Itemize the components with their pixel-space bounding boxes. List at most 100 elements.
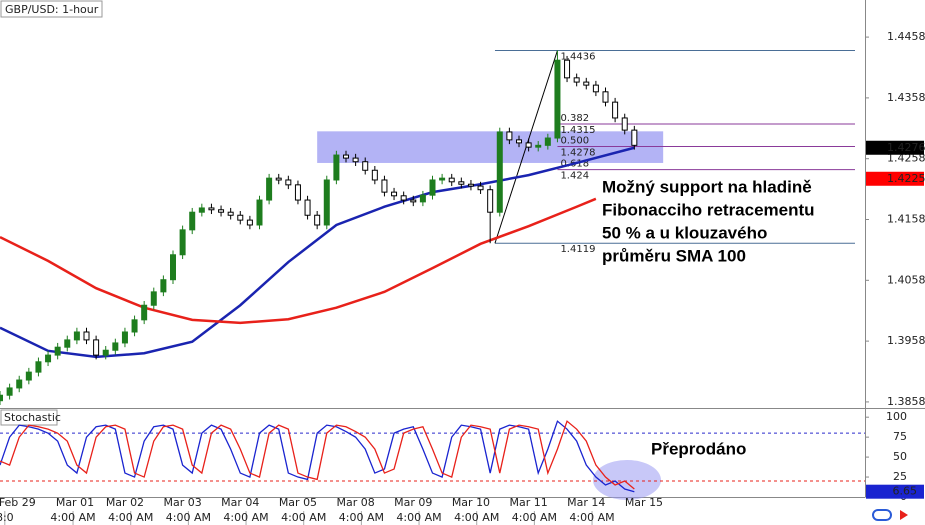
candle-body — [352, 157, 359, 163]
date-label: Mar 02 — [106, 496, 144, 509]
candle-body — [573, 77, 580, 83]
candle-body — [218, 209, 225, 213]
candle-body — [208, 207, 215, 211]
oversold-annotation: Přeprodáno — [651, 439, 746, 458]
y-tick-label: 75 — [893, 430, 907, 443]
x-tick-label: 4:00 AM — [108, 511, 153, 524]
chart-title: GBP/USD: 1-hour — [5, 3, 99, 16]
candle-body — [121, 331, 128, 344]
x-tick-label: 8:0 — [0, 511, 14, 524]
x-tick-label: 4:00 AM — [512, 511, 557, 524]
candle-body — [477, 185, 484, 191]
candle-body — [554, 59, 561, 139]
candle-body — [448, 177, 455, 183]
annotation-line: Fibonacciho retracementu — [602, 200, 815, 219]
candle-body — [458, 181, 465, 185]
x-tick-label: 4:00 AM — [223, 511, 268, 524]
date-label: Mar 14 — [567, 496, 605, 509]
candle-body — [6, 387, 13, 396]
y-tick-label: 1.4058 — [887, 273, 925, 286]
candle-body — [506, 131, 513, 141]
candle-body — [45, 354, 52, 363]
candle-body — [592, 84, 599, 93]
candle-body — [612, 101, 619, 119]
candle-body — [410, 199, 417, 203]
candle-body — [544, 137, 551, 146]
fib-price-label: 1.424 — [560, 171, 589, 182]
candle-body — [564, 59, 571, 79]
x-tick-label: 4:00 AM — [339, 511, 384, 524]
candle-body — [83, 331, 90, 341]
support-zone — [317, 131, 664, 163]
x-tick-label: 4:00 AM — [396, 511, 441, 524]
candle-body — [381, 179, 388, 193]
x-tick-label: 4:00 AM — [454, 511, 499, 524]
candle-body — [429, 179, 436, 196]
sma-line — [0, 197, 597, 325]
candle-body — [237, 214, 244, 221]
candle-body — [371, 169, 378, 181]
y-tick-label: 100 — [886, 410, 907, 423]
fib-price-label: 1.4278 — [560, 148, 595, 159]
candle-body — [246, 219, 253, 226]
date-label: Mar 08 — [336, 496, 374, 509]
candle-body — [535, 144, 542, 148]
date-label: Mar 09 — [394, 496, 432, 509]
candle-body — [631, 129, 638, 146]
date-label: Feb 29 — [0, 496, 36, 509]
footer-icons[interactable] — [872, 509, 908, 521]
fib-ratio-label: 0.500 — [560, 136, 589, 147]
link-icon[interactable] — [872, 509, 892, 521]
candle-body — [266, 177, 273, 201]
candle-body — [0, 394, 3, 402]
y-tick-label: 1.4458 — [887, 30, 925, 43]
candle-body — [487, 189, 494, 213]
stochastic-line — [0, 420, 635, 490]
date-label: Mar 15 — [625, 496, 663, 509]
candle-body — [141, 304, 148, 321]
candle-body — [16, 379, 23, 389]
arrow-icon[interactable] — [900, 510, 908, 520]
annotation-line: průměru SMA 100 — [602, 246, 746, 265]
date-label: Mar 10 — [452, 496, 490, 509]
y-tick-label: 25 — [893, 470, 907, 483]
candle-body — [333, 154, 340, 181]
candle-body — [160, 279, 167, 293]
candle-body — [131, 319, 138, 333]
candle-body — [54, 346, 61, 356]
candle-body — [150, 291, 157, 306]
price-tag-label: 1.4276 — [887, 141, 925, 154]
x-tick-label: 4:00 AM — [281, 511, 326, 524]
candle-body — [64, 339, 71, 348]
candle-body — [314, 214, 321, 226]
date-label: Mar 04 — [221, 496, 259, 509]
candle-body — [525, 142, 532, 148]
candle-body — [496, 131, 503, 213]
candle-body — [602, 91, 609, 103]
candle-body — [419, 194, 426, 203]
y-tick-label: 1.3858 — [887, 395, 925, 408]
candle-body — [275, 177, 282, 181]
candle-body — [256, 199, 263, 226]
candle-body — [198, 207, 205, 213]
title-box — [0, 0, 103, 18]
y-tick-label: 1.3958 — [887, 334, 925, 347]
candle-body — [400, 195, 407, 201]
candle-body — [621, 117, 628, 131]
y-tick-label: 1.4158 — [887, 213, 925, 226]
candle-body — [343, 154, 349, 159]
fib-price-label: 1.4315 — [560, 125, 595, 136]
x-tick-label: 4:00 AM — [569, 511, 614, 524]
candle-body — [467, 183, 474, 187]
candle-body — [73, 331, 80, 341]
date-label: Mar 03 — [163, 496, 201, 509]
y-tick-label: 50 — [893, 450, 907, 463]
date-label: Mar 05 — [279, 496, 317, 509]
price-tag — [866, 140, 924, 155]
date-label: Mar 11 — [509, 496, 547, 509]
candle-body — [439, 177, 446, 181]
stochastic-title: Stochastic — [4, 411, 61, 424]
candle-body — [170, 254, 176, 281]
